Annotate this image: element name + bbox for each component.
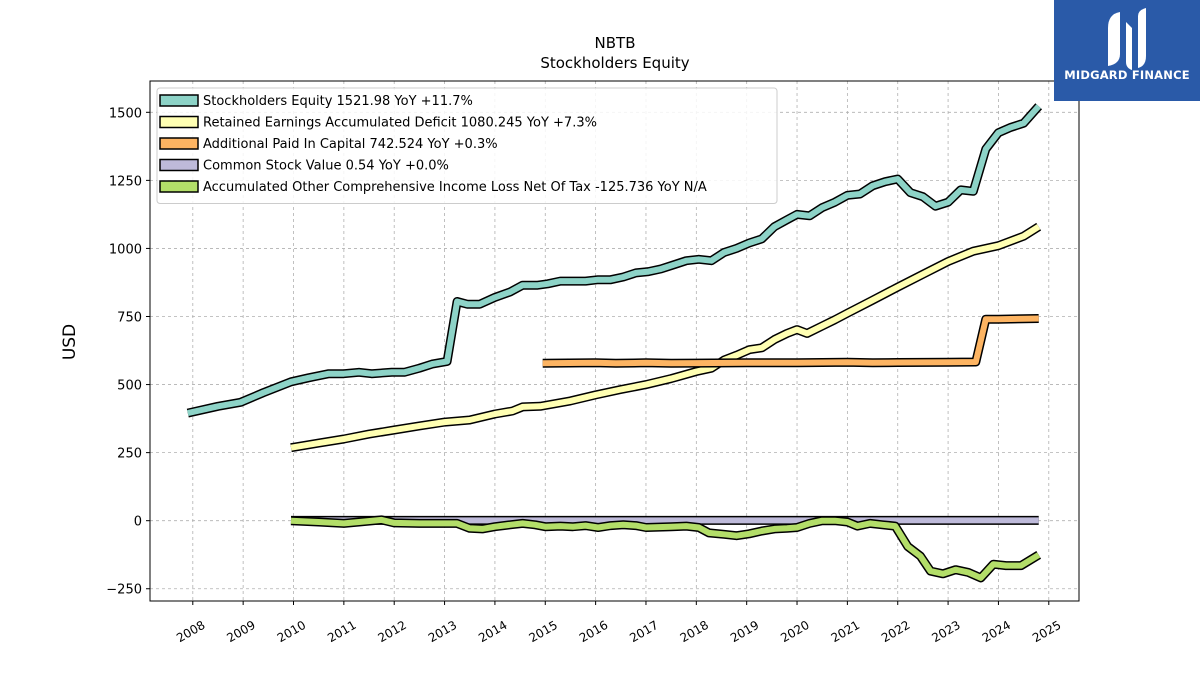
y-tick-label: 1250 [109,174,142,189]
x-tick-label: 2013 [426,618,459,645]
x-tick-label: 2009 [224,618,257,645]
x-tick-label: 2017 [627,618,660,645]
x-ticks: 2008 2009 2010 2011 2012 2013 2014 2015 2016 2017… [174,601,1064,645]
brand-mark-icon [1108,8,1146,70]
x-tick-label: 2008 [174,618,207,645]
brand-name: MIDGARD FINANCE [1064,68,1190,82]
y-tick-label: 0 [134,515,142,530]
legend-label-0: Stockholders Equity 1521.98 YoY +11.7% [203,94,473,109]
legend-swatch-0 [159,94,199,107]
x-tick-label: 2019 [728,618,761,645]
chart-title: NBTB [595,34,636,52]
series-layer [186,103,1043,583]
x-tick-label: 2020 [778,618,811,645]
legend-label-1: Retained Earnings Accumulated Deficit 10… [203,116,597,131]
x-tick-label: 2015 [527,618,560,645]
x-tick-label: 2024 [980,618,1013,645]
y-tick-label: 1000 [109,242,142,257]
x-tick-label: 2011 [325,618,358,645]
y-ticks: −250 0 250 500 750 1000 1250 1500 [106,106,150,598]
series-outline-1 [290,222,1042,453]
legend-label-2: Additional Paid In Capital 742.524 YoY +… [203,137,498,152]
y-tick-label: 750 [117,310,142,325]
y-tick-label: 500 [117,379,142,394]
x-tick-label: 2022 [879,618,912,645]
y-axis-label: USD [60,324,80,360]
series-line-4 [290,516,1041,581]
x-tick-label: 2014 [476,618,509,645]
x-tick-label: 2021 [829,618,862,645]
legend: Stockholders Equity 1521.98 YoY +11.7% Re… [156,87,778,204]
brand-logo: MIDGARD FINANCE [1054,0,1200,101]
legend-swatch-3 [159,158,199,172]
y-tick-label: 250 [117,447,142,462]
series-outline-2 [542,314,1039,368]
series-line-1 [290,224,1041,451]
legend-label-3: Common Stock Value 0.54 YoY +0.0% [203,159,449,174]
legend-label-4: Accumulated Other Comprehensive Income L… [203,180,707,195]
y-tick-label: 1500 [109,106,142,121]
x-tick-label: 2025 [1030,618,1063,645]
legend-box [156,87,778,204]
legend-swatch-4 [159,180,199,193]
x-tick-label: 2010 [275,618,308,645]
series-line-0 [187,104,1041,417]
plot-frame [149,80,1080,602]
y-tick-label: −250 [106,583,142,598]
legend-swatch-2 [159,137,199,150]
x-tick-label: 2018 [678,618,711,645]
series-line-2 [542,315,1039,367]
x-tick-label: 2016 [577,618,610,645]
chart-subtitle: Stockholders Equity [540,54,689,72]
legend-swatch-1 [159,115,199,129]
x-tick-label: 2023 [929,618,962,645]
x-tick-label: 2012 [375,618,408,645]
